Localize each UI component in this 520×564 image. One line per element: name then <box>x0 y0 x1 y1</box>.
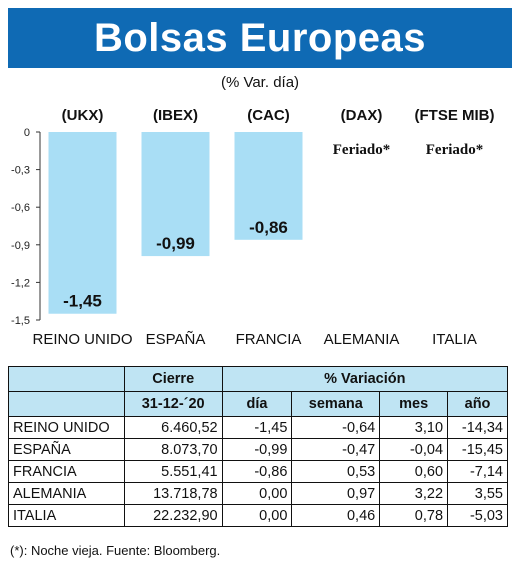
cell-month: -0,04 <box>379 438 449 461</box>
cell-week: 0,97 <box>291 482 381 505</box>
cell-close: 8.073,70 <box>123 438 223 461</box>
holiday-label: Feriado* <box>426 142 484 158</box>
header-date: 31-12-´20 <box>123 391 223 417</box>
category-ticker-label: (FTSE MIB) <box>415 107 495 124</box>
banner-title: Bolsas Europeas <box>8 8 512 68</box>
bar <box>48 132 117 314</box>
bar <box>234 132 303 240</box>
cell-week: -0,64 <box>291 416 381 439</box>
cell-close: 6.460,52 <box>123 416 223 439</box>
cell-year: -15,45 <box>447 438 508 461</box>
category-ticker-label: (CAC) <box>247 107 290 124</box>
cell-country: ESPAÑA <box>8 438 125 461</box>
header-cierre: Cierre <box>123 366 223 392</box>
header-variacion: % Variación <box>221 366 509 392</box>
cell-month: 0,60 <box>379 460 449 483</box>
cell-day: -1,45 <box>221 416 293 439</box>
footnote: (*): Noche vieja. Fuente: Bloomberg. <box>10 543 221 558</box>
table-header-row-1: Cierre % Variación <box>8 366 509 392</box>
cell-close: 5.551,41 <box>123 460 223 483</box>
category-country-label: ESPAÑA <box>146 331 206 348</box>
header-blank-2 <box>8 391 125 417</box>
cell-day: 0,00 <box>221 482 293 505</box>
y-tick-label: -0,3 <box>11 165 30 177</box>
cell-country: ITALIA <box>8 504 125 527</box>
table-row: ITALIA 22.232,90 0,00 0,46 0,78 -5,03 <box>8 504 508 527</box>
bar-chart: 0 -0,3 -0,6 -0,9 -1,2 -1,5 (UKX) REINO UNIDO -1,… <box>11 107 495 348</box>
data-table: Cierre % Variación 31-12-´20 día semana … <box>8 366 509 527</box>
holiday-label: Feriado* <box>333 142 391 158</box>
y-tick-label: -1,2 <box>11 277 30 289</box>
cell-month: 3,22 <box>379 482 449 505</box>
y-tick-label: -0,6 <box>11 202 30 214</box>
bar <box>141 132 210 257</box>
category-ticker-label: (DAX) <box>341 107 383 124</box>
cell-year: -7,14 <box>447 460 508 483</box>
header-semana: semana <box>291 391 381 417</box>
cell-country: REINO UNIDO <box>8 416 125 439</box>
cell-year: -5,03 <box>447 504 508 527</box>
table-row: ALEMANIA 13.718,78 0,00 0,97 3,22 3,55 <box>8 482 508 505</box>
bar-data-label: -0,99 <box>156 234 195 253</box>
cell-country: ALEMANIA <box>8 482 125 505</box>
table-row: ESPAÑA 8.073,70 -0,99 -0,47 -0,04 -15,45 <box>8 438 508 461</box>
header-blank <box>8 366 125 392</box>
table-row: FRANCIA 5.551,41 -0,86 0,53 0,60 -7,14 <box>8 460 508 483</box>
y-tick-label: -1,5 <box>11 315 30 327</box>
cell-day: -0,99 <box>221 438 293 461</box>
cell-week: 0,53 <box>291 460 381 483</box>
y-tick-label: 0 <box>24 127 30 139</box>
category-ticker-label: (UKX) <box>62 107 104 124</box>
cell-day: -0,86 <box>221 460 293 483</box>
cell-week: -0,47 <box>291 438 381 461</box>
table-row: REINO UNIDO 6.460,52 -1,45 -0,64 3,10 -14,34 <box>8 416 508 439</box>
bar-data-label: -1,45 <box>63 292 102 311</box>
cell-day: 0,00 <box>221 504 293 527</box>
chart-subtitle: (% Var. día) <box>220 74 300 91</box>
header-ano: año <box>447 391 508 417</box>
header-mes: mes <box>379 391 449 417</box>
bar-data-label: -0,86 <box>249 218 288 237</box>
cell-month: 0,78 <box>379 504 449 527</box>
table-header-row-2: 31-12-´20 día semana mes año <box>8 391 508 417</box>
category-ticker-label: (IBEX) <box>153 107 198 124</box>
cell-week: 0,46 <box>291 504 381 527</box>
cell-year: 3,55 <box>447 482 508 505</box>
cell-year: -14,34 <box>447 416 508 439</box>
category-country-label: ALEMANIA <box>324 331 400 348</box>
category-country-label: ITALIA <box>432 331 477 348</box>
cell-country: FRANCIA <box>8 460 125 483</box>
cell-month: 3,10 <box>379 416 449 439</box>
header-dia: día <box>221 391 293 417</box>
category-country-label: REINO UNIDO <box>32 331 132 348</box>
cell-close: 22.232,90 <box>123 504 223 527</box>
y-tick-label: -0,9 <box>11 240 30 252</box>
cell-close: 13.718,78 <box>123 482 223 505</box>
category-country-label: FRANCIA <box>236 331 302 348</box>
